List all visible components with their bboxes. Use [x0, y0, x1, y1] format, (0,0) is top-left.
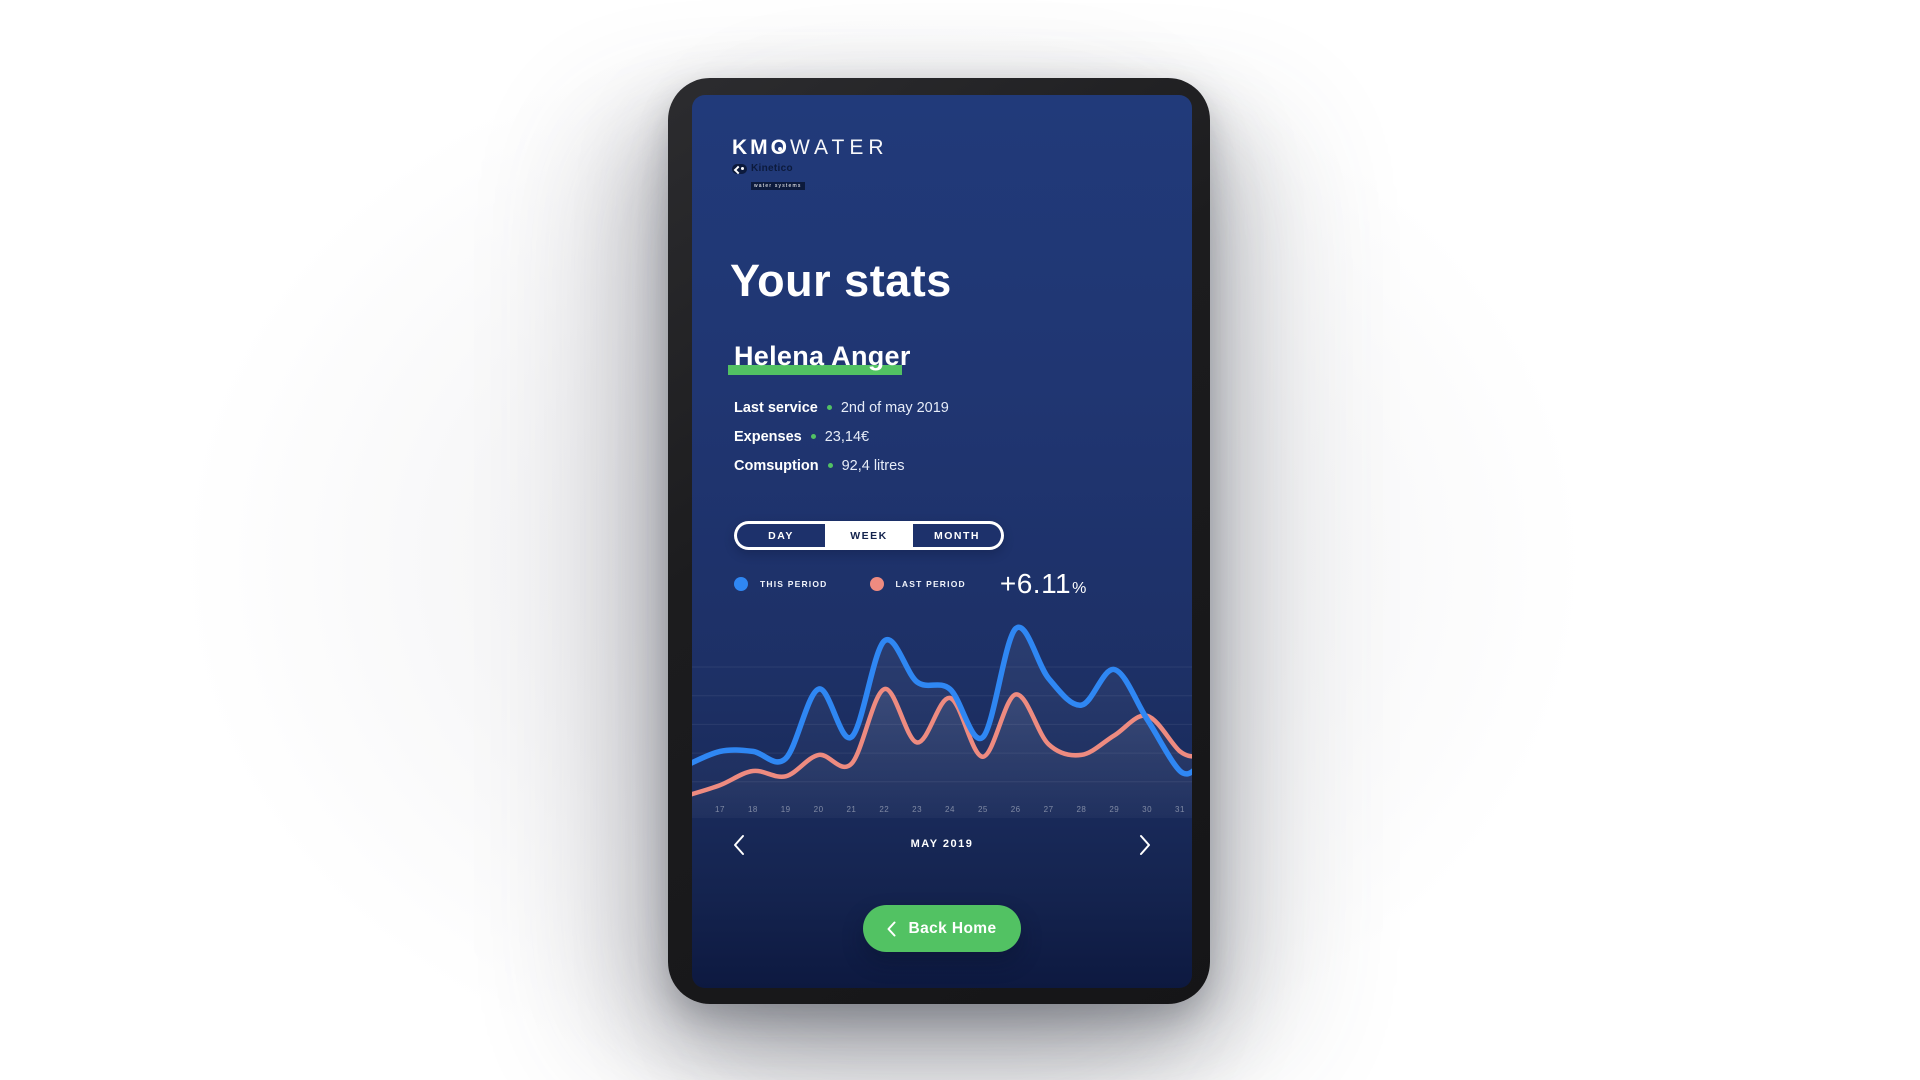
user-name-block: Helena Anger [728, 341, 911, 377]
svg-text:25: 25 [978, 805, 988, 814]
stat-label: Expenses [734, 428, 802, 445]
svg-text:17: 17 [715, 805, 725, 814]
chart-lines [692, 624, 1192, 797]
device-frame: KMOWATER Kinetico water systems Your sta… [668, 78, 1210, 1004]
legend-this-period-dot-icon [734, 577, 748, 591]
kinetico-tagline: water systems [751, 182, 805, 190]
month-nav-next-button[interactable] [1130, 831, 1160, 859]
stat-bullet-icon [810, 434, 816, 439]
stat-label: Last service [734, 399, 818, 416]
stats-list: Last service 2nd of may 2019 Expenses 23… [734, 393, 949, 480]
o-dot-icon [777, 147, 782, 151]
svg-text:23: 23 [912, 805, 922, 814]
svg-text:28: 28 [1076, 805, 1086, 814]
app-screen: KMOWATER Kinetico water systems Your sta… [692, 95, 1192, 988]
chart-canvas: 17 18 19 20 21 22 23 24 25 26 27 28 29 30 31 [692, 624, 1192, 823]
kinetico-mark-icon [732, 163, 747, 174]
kinetico-logo: Kinetico [732, 163, 889, 174]
month-nav-prev-button[interactable] [724, 831, 754, 859]
svg-text:22: 22 [879, 805, 889, 814]
legend-this-period-label: THIS PERIOD [760, 579, 828, 589]
svg-text:26: 26 [1011, 805, 1021, 814]
chevron-left-icon [734, 835, 744, 855]
svg-text:31: 31 [1175, 805, 1185, 814]
stat-row-expenses: Expenses 23,14€ [734, 422, 949, 451]
svg-text:19: 19 [781, 805, 791, 814]
chart-areas [692, 627, 1192, 823]
brand-logo: KMOWATER Kinetico water systems [732, 137, 889, 192]
tab-day[interactable]: DAY [737, 524, 825, 547]
stat-value: 2nd of may 2019 [840, 399, 949, 416]
tab-month[interactable]: MONTH [913, 524, 1001, 547]
stat-row-consumption: Comsuption 92,4 litres [734, 451, 949, 480]
stat-bullet-icon [827, 463, 833, 468]
chart-zone: 17 18 19 20 21 22 23 24 25 26 27 28 29 30 31 [692, 613, 1192, 823]
back-home-label: Back Home [908, 919, 997, 937]
delta-value: +6.11 [999, 568, 1072, 599]
user-name-highlight [728, 365, 902, 375]
stat-bullet-icon [826, 405, 832, 410]
chart-legend: THIS PERIOD LAST PERIOD +6.11 % [734, 567, 1154, 601]
legend-last-period-label: LAST PERIOD [895, 579, 966, 589]
stat-value: 92,4 litres [841, 457, 905, 474]
stat-value: 23,14€ [824, 428, 870, 445]
delta-unit: % [1072, 580, 1087, 597]
svg-text:27: 27 [1044, 805, 1054, 814]
svg-text:20: 20 [814, 805, 824, 814]
svg-text:21: 21 [846, 805, 856, 814]
delta-percentage: +6.11 % [1000, 568, 1087, 600]
stat-row-last-service: Last service 2nd of may 2019 [734, 393, 949, 422]
brand-km-text: KM [732, 136, 771, 159]
brand-water-text: WATER [790, 136, 889, 159]
back-home-button[interactable]: Back Home [863, 905, 1021, 952]
tab-week[interactable]: WEEK [825, 524, 913, 547]
chart-x-labels: 17 18 19 20 21 22 23 24 25 26 27 28 29 30 31 [715, 805, 1185, 814]
legend-last-period-dot-icon [869, 577, 884, 591]
month-nav-label: MAY 2019 [910, 838, 974, 850]
svg-text:29: 29 [1109, 805, 1119, 814]
user-name: Helena Anger [734, 341, 911, 371]
period-selector: DAY WEEK MONTH [734, 521, 1004, 550]
brand-o-text: O [771, 137, 790, 159]
svg-text:30: 30 [1142, 805, 1152, 814]
month-nav: MAY 2019 [692, 831, 1192, 859]
stat-label: Comsuption [734, 457, 819, 474]
kinetico-name: Kinetico [751, 163, 793, 174]
svg-text:24: 24 [945, 805, 955, 814]
brand-wordmark: KMOWATER [732, 137, 889, 159]
svg-text:18: 18 [748, 805, 758, 814]
page-title: Your stats [730, 255, 952, 306]
back-chevron-icon [887, 921, 896, 936]
chevron-right-icon [1140, 835, 1150, 855]
